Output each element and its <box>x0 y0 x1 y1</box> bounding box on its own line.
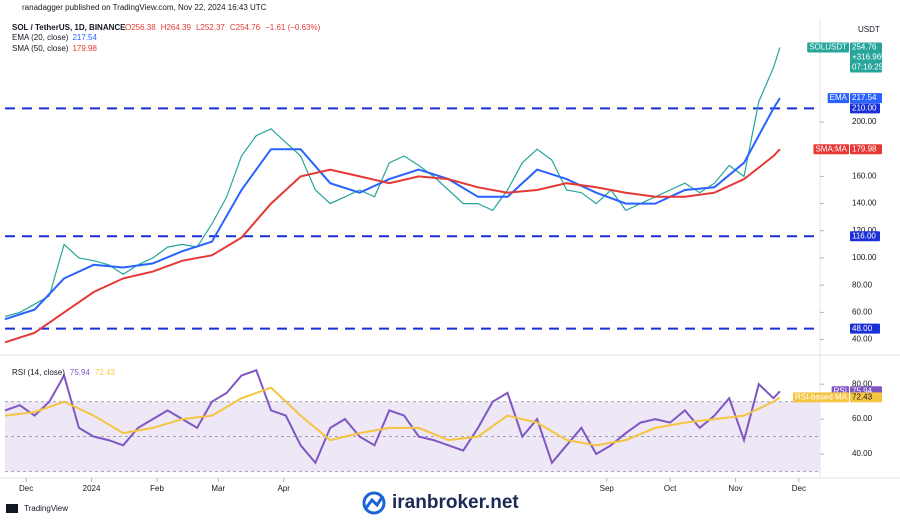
series-line <box>4 148 781 344</box>
value-tag-label: +316.96% <box>852 53 888 62</box>
y-tick-label: 60.00 <box>852 307 873 316</box>
series-tag <box>792 392 849 403</box>
x-tick-label: Dec <box>19 484 33 493</box>
level-label: 210.00 <box>852 103 877 112</box>
value-tag-label: 75.94 <box>852 386 873 395</box>
y-tick-label: 60.00 <box>852 414 873 423</box>
level-tag <box>850 323 880 334</box>
series-tag <box>813 144 849 155</box>
y-tick-label: 80.00 <box>852 379 873 388</box>
x-tick-label: Mar <box>211 484 225 493</box>
ohlc-value: H264.39 <box>161 23 192 32</box>
brand-logo <box>6 504 18 513</box>
level-tag <box>850 231 880 242</box>
value-tag-label: 254.76 <box>852 43 877 52</box>
legend-value: 72.43 <box>95 368 116 377</box>
series-tag-label: EMA <box>830 93 848 102</box>
x-tick-label: 2024 <box>83 484 101 493</box>
value-tag <box>850 93 882 104</box>
series-line <box>4 386 781 447</box>
y-tick-label: 100.00 <box>852 253 877 262</box>
y-tick-label: 80.00 <box>852 280 873 289</box>
series-tag <box>807 42 849 53</box>
value-tag <box>850 144 882 155</box>
legend-value: 179.98 <box>72 44 97 53</box>
ohlc-value: L252.37 <box>196 23 225 32</box>
value-tag-label: 217.54 <box>852 93 877 102</box>
ohlc-value: C254.76 <box>230 23 261 32</box>
x-tick-label: Apr <box>277 484 290 493</box>
legend-value: 75.94 <box>70 368 91 377</box>
series-tag <box>827 93 849 104</box>
watermark: iranbroker.net <box>392 492 519 513</box>
series-tag-label: RSI <box>834 386 847 395</box>
level-label: 116.00 <box>852 231 876 240</box>
ohlc-value: −1.61 (−0.63%) <box>265 23 320 32</box>
y-tick-label: 140.00 <box>852 199 877 208</box>
y-tick-label: 40.00 <box>852 449 873 458</box>
level-tag <box>850 103 880 114</box>
y-tick-label: 120.00 <box>852 226 877 235</box>
series-tag-label: SMA:MA <box>815 144 847 153</box>
y-tick-label: 200.00 <box>852 117 877 126</box>
y-tick-label: 40.00 <box>852 335 873 344</box>
series-tag-label: SOLUSDT <box>809 43 847 52</box>
x-tick-label: Sep <box>600 484 615 493</box>
value-tag <box>850 392 882 403</box>
legend-name: SMA (50, close) <box>12 44 69 53</box>
legend-value: 217.54 <box>72 33 97 42</box>
y-tick-label: 160.00 <box>852 171 877 180</box>
brand: TradingView <box>24 504 68 513</box>
value-tag-label: 07:16:25 <box>852 63 884 72</box>
legend-name: EMA (20, close) <box>12 33 69 42</box>
watermark-logo <box>362 491 386 515</box>
ohlc-value: O256.38 <box>125 23 156 32</box>
legend-title: RSI (14, close) <box>12 368 65 377</box>
x-tick-label: Feb <box>150 484 164 493</box>
x-tick-label: Oct <box>664 484 677 493</box>
series-tag-label: RSI-based MA <box>795 393 848 402</box>
x-tick-label: Dec <box>792 484 806 493</box>
value-tag-label: 179.98 <box>852 144 877 153</box>
symbol: SOL / TetherUS, 1D, BINANCE <box>12 23 126 32</box>
publisher: ranadagger published on TradingView.com,… <box>22 3 267 12</box>
value-tag-label: 72.43 <box>852 393 873 402</box>
x-tick-label: Nov <box>728 484 742 493</box>
level-label: 48.00 <box>852 324 873 333</box>
currency: USDT <box>858 25 880 34</box>
value-tag <box>850 42 882 73</box>
